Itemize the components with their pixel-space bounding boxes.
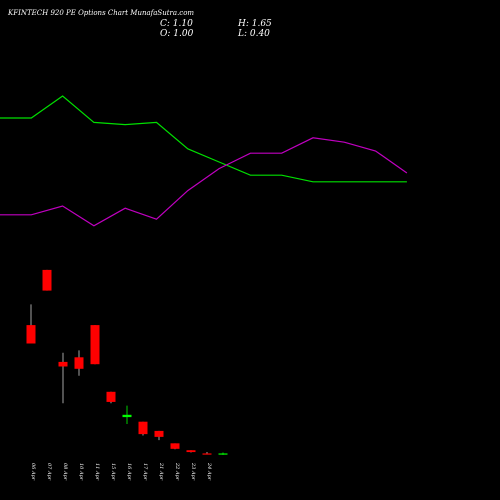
candle-body — [170, 443, 180, 449]
x-tick-label: 23 Apr — [190, 462, 196, 481]
candle-body — [42, 269, 52, 291]
high-value: H: 1.65 — [237, 19, 272, 29]
green-indicator-line — [0, 95, 407, 183]
candle-body — [218, 453, 228, 455]
candle-body — [74, 357, 84, 369]
candle-body — [90, 325, 100, 365]
candle-body — [106, 391, 116, 402]
x-tick-label: 08 Apr — [62, 463, 68, 481]
candle-body — [138, 421, 148, 435]
indicator-lines — [0, 95, 408, 227]
x-tick-label: 06 Apr — [30, 463, 36, 481]
x-tick-label: 10 Apr — [78, 463, 84, 481]
x-tick-label: 22 Apr — [174, 462, 180, 481]
x-tick-label: 11 Apr — [94, 463, 100, 481]
candle-body — [122, 414, 132, 418]
magenta-indicator-line — [0, 137, 408, 227]
candle-body — [58, 361, 68, 367]
candle-body — [26, 325, 36, 344]
x-tick-label: 24 Apr — [206, 462, 212, 481]
low-value: L: 0.40 — [237, 29, 270, 39]
candlesticks — [26, 269, 228, 455]
x-tick-label: 21 Apr — [158, 462, 164, 481]
x-tick-label: 17 Apr — [142, 463, 148, 481]
chart-title: KFINTECH 920 PE Options Chart MunafaSutr… — [7, 9, 194, 17]
close-value: C: 1.10 — [160, 19, 193, 29]
candle-body — [186, 450, 196, 453]
x-axis-ticks: 06 Apr 07 Apr 08 Apr 10 Apr 11 Apr 15 Apr 16 A… — [30, 462, 212, 481]
open-value: O: 1.00 — [160, 29, 194, 39]
x-tick-label: 15 Apr — [110, 463, 116, 481]
x-tick-label: 07 Apr — [46, 463, 52, 481]
x-tick-label: 16 Apr — [126, 463, 132, 481]
candle-body — [154, 430, 164, 437]
candle-body — [202, 453, 212, 455]
